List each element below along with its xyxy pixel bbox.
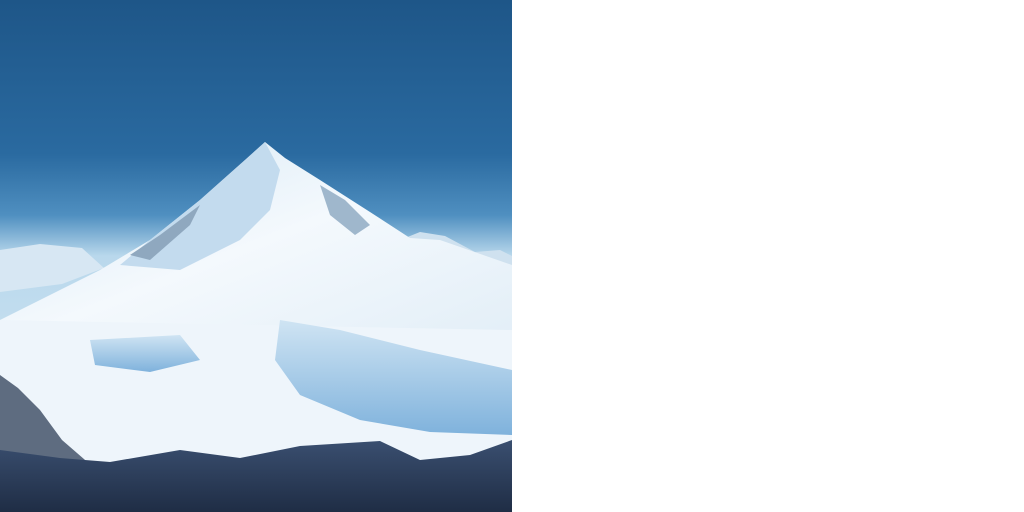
left-rocks bbox=[0, 375, 92, 472]
ice-cliff-right bbox=[275, 320, 512, 435]
rock-face bbox=[320, 185, 370, 235]
main-peak bbox=[0, 142, 512, 345]
ice-cliff-left bbox=[90, 335, 200, 372]
far-peaks-left bbox=[0, 244, 104, 292]
mountain-image bbox=[0, 0, 512, 512]
rock-ridge bbox=[130, 205, 200, 260]
foreground-ridge bbox=[0, 440, 512, 512]
